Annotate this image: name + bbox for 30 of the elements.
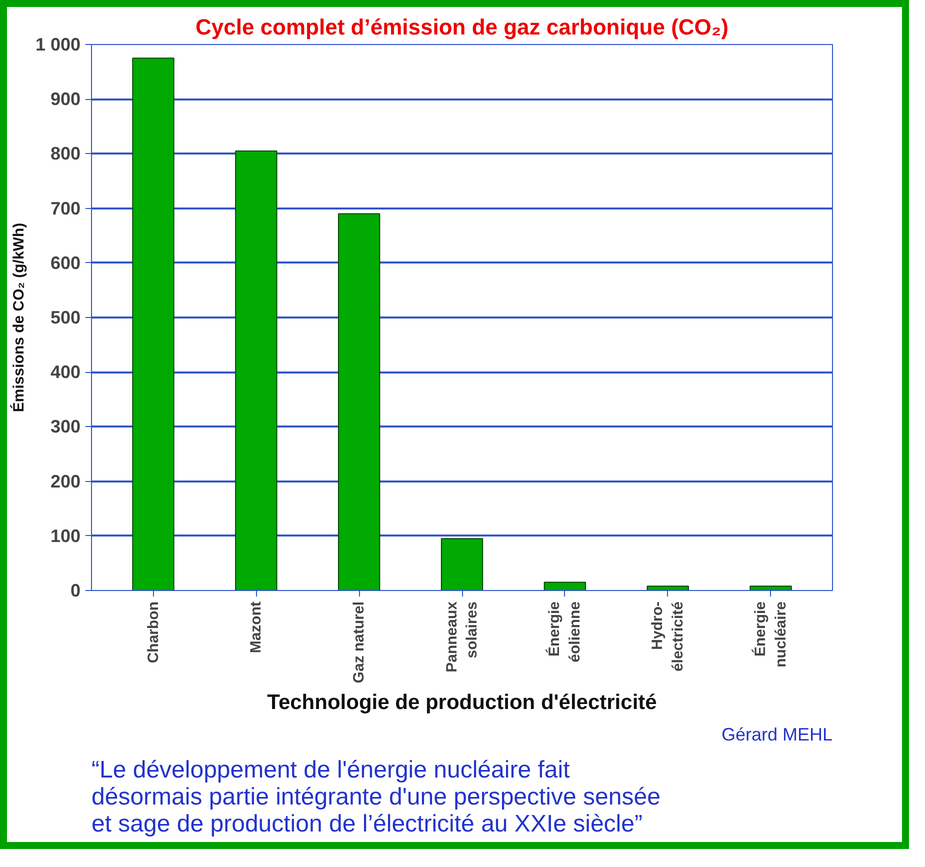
text: “Le développement de l'énergie nucléaire fait désormais partie intégrante d'une perspective sensée et sage de production de l’électricité au XXIe siècle” bbox=[92, 756, 660, 838]
y-tick-label: 200 bbox=[50, 471, 81, 492]
text: Gérard MEHL bbox=[721, 724, 833, 744]
bar bbox=[544, 582, 586, 590]
x-tick-label: Panneaux solaires bbox=[443, 600, 481, 672]
bar bbox=[440, 538, 484, 590]
bar bbox=[235, 150, 278, 590]
y-tick-label: 400 bbox=[50, 362, 81, 382]
x-axis-title: Technologie de production d'électricité bbox=[267, 691, 657, 714]
y-tick-label: 700 bbox=[50, 198, 81, 218]
y-tick-label: 0 bbox=[70, 580, 81, 600]
bar bbox=[646, 586, 689, 590]
y-tick-label: 300 bbox=[50, 416, 81, 437]
x-tick-label: Hydro- électricité bbox=[649, 601, 687, 672]
y-tick-label: 100 bbox=[50, 526, 81, 546]
x-tick-label: Gaz naturel bbox=[350, 602, 368, 684]
bar bbox=[750, 586, 792, 590]
x-tick-label: Charbon bbox=[144, 601, 162, 664]
x-tick-label: Énergie nucléaire bbox=[751, 601, 790, 668]
y-tick-label: 1 000 bbox=[35, 34, 81, 54]
chart-title: Cycle complet d’émission de gaz carbonique (CO₂) bbox=[196, 14, 728, 40]
bar bbox=[132, 58, 174, 590]
y-tick-label: 500 bbox=[50, 308, 81, 328]
y-tick-label: 600 bbox=[50, 252, 81, 273]
y-tick-label: 900 bbox=[50, 89, 81, 110]
y-tick-label: 800 bbox=[50, 144, 81, 164]
y-axis-title: Émissions de CO₂ (g/kWh) bbox=[9, 222, 28, 412]
bar bbox=[338, 213, 380, 590]
x-tick-label: Énergie éolienne bbox=[545, 601, 584, 662]
x-tick-label: Mazont bbox=[248, 601, 265, 654]
